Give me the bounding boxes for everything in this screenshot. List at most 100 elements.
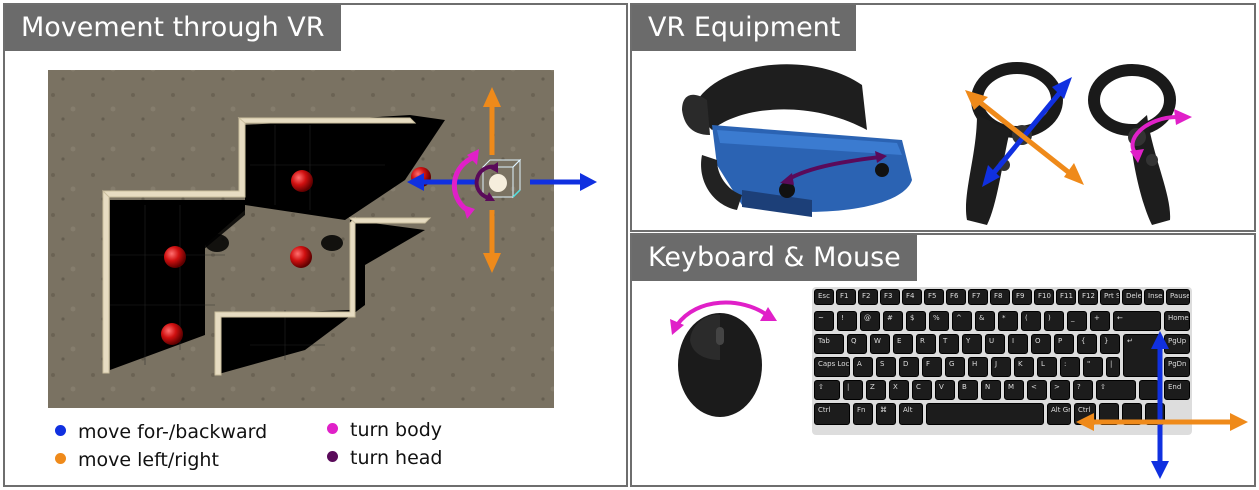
key-tilde[interactable]: ~ — [814, 311, 834, 331]
target-ball — [161, 323, 183, 345]
key-f[interactable]: F — [922, 357, 942, 377]
wall-shadow — [245, 115, 445, 220]
key-x[interactable]: X — [889, 380, 909, 400]
key-delete[interactable]: Delete — [1122, 289, 1142, 305]
key-f12[interactable]: F12 — [1078, 289, 1098, 305]
key-0[interactable]: ) — [1044, 311, 1064, 331]
key-arrow-right[interactable] — [1145, 403, 1165, 425]
key-u[interactable]: U — [985, 334, 1005, 354]
key-5[interactable]: % — [929, 311, 949, 331]
key-y[interactable]: Y — [962, 334, 982, 354]
key-f3[interactable]: F3 — [880, 289, 900, 305]
key-9[interactable]: ( — [1021, 311, 1041, 331]
key-quote[interactable]: " — [1083, 357, 1103, 377]
key-f4[interactable]: F4 — [902, 289, 922, 305]
movement-panel-title: Movement through VR — [5, 5, 341, 51]
key-backslash[interactable]: | — [843, 380, 863, 400]
key-backspace[interactable]: ← — [1113, 311, 1161, 331]
key-pause[interactable]: Pause — [1166, 289, 1190, 305]
key-arrow-left[interactable] — [1099, 403, 1119, 425]
key-ctrl-left[interactable]: Ctrl — [814, 403, 850, 425]
key-r[interactable]: R — [916, 334, 936, 354]
key-c[interactable]: C — [912, 380, 932, 400]
key-shift-right[interactable]: ⇧ — [1096, 380, 1136, 400]
key-end[interactable]: End — [1164, 380, 1190, 400]
key-minus[interactable]: _ — [1067, 311, 1087, 331]
key-alt-left[interactable]: Alt — [899, 403, 923, 425]
key-arrow-up[interactable] — [1139, 380, 1159, 400]
magenta-dot-icon — [327, 423, 338, 434]
key-2[interactable]: @ — [860, 311, 880, 331]
key-colon[interactable]: : — [1060, 357, 1080, 377]
key-arrow-down[interactable] — [1122, 403, 1142, 425]
key-p[interactable]: P — [1054, 334, 1074, 354]
key-brace-right[interactable]: } — [1100, 334, 1120, 354]
key-enter[interactable]: ↵ — [1123, 334, 1161, 377]
key-d[interactable]: D — [899, 357, 919, 377]
key-comma[interactable]: < — [1027, 380, 1047, 400]
vr-panel-title: VR Equipment — [632, 5, 857, 51]
key-j[interactable]: J — [991, 357, 1011, 377]
mouse-icon — [678, 313, 762, 417]
key-f1[interactable]: F1 — [836, 289, 856, 305]
key-s[interactable]: S — [876, 357, 896, 377]
key-k[interactable]: K — [1014, 357, 1034, 377]
joystick-forward-arrow — [990, 88, 1064, 177]
key-f11[interactable]: F11 — [1056, 289, 1076, 305]
key-pgdn[interactable]: PgDn — [1164, 357, 1190, 377]
key-g[interactable]: G — [945, 357, 965, 377]
key-insert[interactable]: Insert — [1144, 289, 1164, 305]
key-capslock[interactable]: Caps Lock — [814, 357, 850, 377]
key-space[interactable] — [926, 403, 1044, 425]
key-b[interactable]: B — [958, 380, 978, 400]
key-ctrl-right[interactable]: Ctrl — [1074, 403, 1096, 425]
key-m[interactable]: M — [1004, 380, 1024, 400]
key-fn[interactable]: Fn — [853, 403, 873, 425]
key-pgup[interactable]: PgUp — [1164, 334, 1190, 354]
blue-dot-icon — [55, 425, 66, 436]
key-esc[interactable]: Esc — [814, 289, 834, 305]
maze-scene — [48, 70, 597, 408]
key-w[interactable]: W — [870, 334, 890, 354]
key-shift-left[interactable]: ⇧ — [814, 380, 840, 400]
key-4[interactable]: $ — [906, 311, 926, 331]
key-altgr[interactable]: Alt Gr — [1047, 403, 1071, 425]
key-o[interactable]: O — [1031, 334, 1051, 354]
key-f5[interactable]: F5 — [924, 289, 944, 305]
legend-forward: move for-/backward — [55, 421, 267, 443]
key-6[interactable]: ^ — [952, 311, 972, 331]
key-period[interactable]: > — [1050, 380, 1070, 400]
key-t[interactable]: T — [939, 334, 959, 354]
key-n[interactable]: N — [981, 380, 1001, 400]
key-z[interactable]: Z — [866, 380, 886, 400]
key-f7[interactable]: F7 — [968, 289, 988, 305]
key-1[interactable]: ! — [837, 311, 857, 331]
key-a[interactable]: A — [853, 357, 873, 377]
key-win[interactable]: ⌘ — [876, 403, 896, 425]
key-f8[interactable]: F8 — [990, 289, 1010, 305]
key-slash[interactable]: ? — [1073, 380, 1093, 400]
key-pipe[interactable]: | — [1106, 357, 1120, 377]
legend-turn-body: turn body — [327, 419, 442, 441]
key-3[interactable]: # — [883, 311, 903, 331]
vr-hardware-illustration — [682, 62, 1192, 225]
key-f9[interactable]: F9 — [1012, 289, 1032, 305]
key-brace-left[interactable]: { — [1077, 334, 1097, 354]
key-prtsc[interactable]: Prt Sc — [1100, 289, 1120, 305]
key-i[interactable]: I — [1008, 334, 1028, 354]
key-8[interactable]: * — [998, 311, 1018, 331]
key-home[interactable]: Home — [1164, 311, 1190, 331]
joystick-lateral-arrow — [975, 98, 1074, 177]
key-7[interactable]: & — [975, 311, 995, 331]
key-tab[interactable]: Tab — [814, 334, 844, 354]
key-e[interactable]: E — [893, 334, 913, 354]
wall-shadow — [215, 220, 425, 375]
key-v[interactable]: V — [935, 380, 955, 400]
key-plus[interactable]: + — [1090, 311, 1110, 331]
key-q[interactable]: Q — [847, 334, 867, 354]
key-f2[interactable]: F2 — [858, 289, 878, 305]
key-f6[interactable]: F6 — [946, 289, 966, 305]
key-l[interactable]: L — [1037, 357, 1057, 377]
key-f10[interactable]: F10 — [1034, 289, 1054, 305]
key-h[interactable]: H — [968, 357, 988, 377]
